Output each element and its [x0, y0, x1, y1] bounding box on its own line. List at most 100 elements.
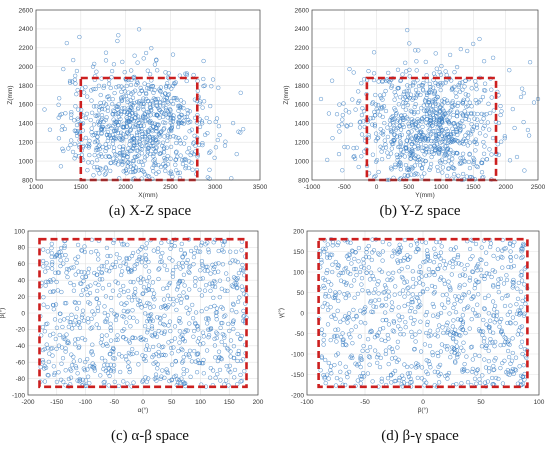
y-tick-label: 2200	[295, 45, 310, 52]
data-point	[49, 266, 55, 271]
data-point	[154, 140, 160, 146]
data-point	[164, 157, 169, 162]
data-point	[496, 376, 501, 382]
data-point	[371, 77, 377, 83]
data-point	[122, 70, 127, 75]
data-point	[454, 339, 459, 345]
data-point	[138, 141, 143, 147]
data-point	[64, 270, 69, 275]
data-point	[141, 104, 146, 110]
data-point	[152, 62, 158, 67]
data-point	[143, 358, 148, 363]
data-point	[170, 52, 176, 57]
data-point	[103, 117, 108, 123]
data-point	[140, 168, 145, 173]
data-point	[483, 345, 488, 350]
data-point	[45, 249, 50, 254]
data-point	[353, 250, 358, 255]
data-point	[330, 269, 335, 275]
data-point	[109, 126, 114, 131]
data-point	[141, 291, 146, 296]
data-point	[480, 157, 485, 162]
data-point	[388, 128, 394, 133]
data-point	[452, 166, 457, 171]
data-point	[379, 95, 384, 101]
data-point	[104, 268, 109, 273]
data-point	[449, 104, 454, 109]
data-point	[387, 79, 392, 85]
data-point	[365, 288, 371, 294]
data-point	[187, 270, 192, 275]
data-point	[499, 139, 504, 144]
data-point	[145, 113, 151, 119]
data-point	[167, 171, 172, 176]
data-point	[362, 306, 367, 312]
data-point	[112, 311, 117, 316]
data-point	[498, 276, 503, 281]
data-point	[99, 167, 104, 172]
data-point	[121, 160, 126, 165]
y-tick-label: 150	[293, 249, 304, 256]
data-point	[424, 369, 429, 374]
data-point	[373, 92, 378, 98]
data-point	[108, 325, 113, 331]
data-point	[143, 264, 148, 269]
data-point	[519, 304, 524, 310]
data-point	[160, 140, 166, 145]
data-point	[205, 240, 210, 245]
data-point	[373, 304, 379, 310]
data-point	[103, 50, 109, 55]
data-point	[442, 139, 448, 144]
data-point	[424, 107, 429, 113]
data-point	[163, 120, 168, 126]
data-point	[451, 112, 456, 118]
data-point	[366, 291, 372, 296]
data-point	[414, 159, 420, 164]
data-point	[152, 331, 158, 336]
data-point	[206, 335, 211, 340]
data-point	[515, 332, 520, 337]
data-point	[108, 338, 114, 343]
data-point	[432, 369, 437, 374]
data-point	[119, 98, 125, 103]
data-point	[136, 117, 141, 122]
data-point	[458, 127, 463, 132]
data-point	[357, 334, 362, 339]
data-point	[230, 301, 236, 306]
data-point	[433, 252, 438, 257]
data-point	[366, 265, 371, 270]
data-point	[160, 250, 165, 256]
data-point	[81, 366, 86, 371]
data-point	[383, 317, 389, 323]
data-point	[46, 359, 51, 365]
data-point	[409, 299, 414, 305]
data-point	[75, 254, 81, 259]
data-point	[336, 263, 342, 268]
data-point	[486, 293, 491, 298]
data-point	[444, 292, 449, 297]
axes-frame	[306, 230, 540, 396]
data-point	[205, 321, 210, 326]
data-point	[511, 277, 516, 283]
data-point	[74, 365, 79, 371]
data-point	[236, 348, 241, 354]
data-point	[402, 294, 407, 299]
data-point	[368, 300, 373, 305]
data-point	[229, 308, 235, 313]
data-point	[471, 41, 476, 47]
data-point	[431, 291, 436, 296]
data-point	[96, 144, 101, 149]
data-point	[149, 324, 155, 329]
data-point	[386, 361, 391, 367]
data-point	[423, 120, 429, 125]
data-point	[232, 367, 238, 373]
data-point	[383, 145, 389, 150]
y-tick-label: -40	[16, 343, 26, 350]
data-point	[518, 379, 523, 384]
data-point	[109, 68, 115, 74]
data-point	[437, 362, 443, 368]
data-point	[149, 107, 154, 113]
data-point	[392, 368, 398, 374]
data-point	[408, 134, 413, 139]
data-point	[62, 245, 67, 250]
